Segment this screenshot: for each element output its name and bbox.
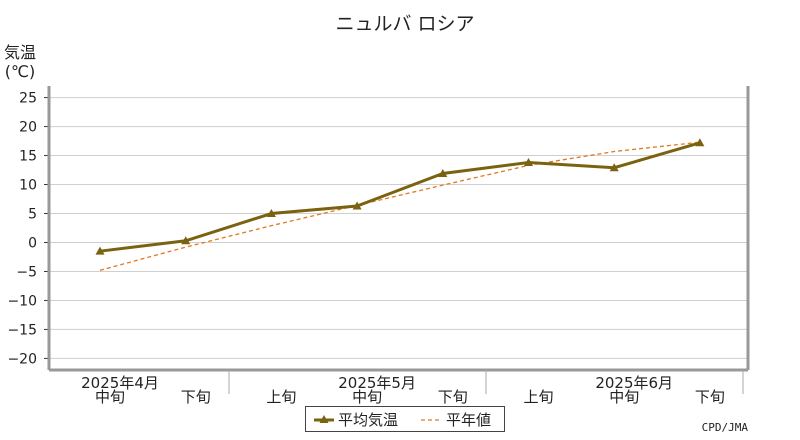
y-tick-labels: 25 20 15 10 5 0 −5 −10 −15 −20 — [7, 91, 37, 368]
y-tick-label: −10 — [7, 293, 37, 309]
y-tick-label: −20 — [7, 351, 37, 367]
x-category-label: 中旬 — [95, 388, 125, 406]
x-category-label: 下旬 — [181, 388, 211, 406]
y-tick-label: −15 — [7, 322, 37, 338]
legend-item-normal: 平年値 — [421, 411, 491, 429]
data-point-mean — [524, 158, 533, 167]
series-line-mean — [99, 141, 701, 253]
x-category-label: 下旬 — [438, 388, 468, 406]
month-label: 2025年5月 — [338, 374, 416, 392]
month-label: 2025年4月 — [81, 374, 159, 392]
y-axis-label: 気温 — [4, 43, 36, 62]
legend-item-mean: 平均気温 — [314, 411, 398, 429]
x-category-label: 中旬 — [609, 388, 639, 406]
month-label: 2025年6月 — [595, 374, 673, 392]
y-tick-label: 5 — [28, 207, 37, 223]
data-point-mean — [352, 201, 362, 210]
data-point-mean — [266, 209, 276, 218]
x-category-label: 中旬 — [352, 388, 382, 406]
data-point-mean — [438, 169, 448, 178]
y-tick-label: 15 — [19, 149, 37, 165]
series-line-normal — [99, 141, 700, 271]
x-category-label: 下旬 — [695, 388, 725, 406]
y-tick-label: 25 — [19, 91, 37, 107]
legend-label-normal: 平年値 — [446, 411, 491, 429]
y-tick-label: 0 — [28, 235, 37, 251]
source-credit: CPD/JMA — [702, 421, 749, 434]
y-axis-unit: (℃) — [5, 62, 35, 81]
data-point-mean — [609, 163, 619, 172]
x-category-label: 上旬 — [523, 388, 553, 406]
legend: 平均気温 平年値 — [305, 406, 505, 432]
y-tick-label: 10 — [19, 178, 37, 194]
legend-label-mean: 平均気温 — [338, 411, 398, 429]
grid-lines — [44, 97, 748, 359]
plot-frame — [47, 86, 750, 394]
chart-title: ニュルバ ロシア — [335, 13, 474, 35]
data-point-mean — [95, 246, 105, 255]
x-category-label: 上旬 — [266, 388, 296, 406]
x-category-labels: 中旬 下旬 上旬 中旬 下旬 上旬 中旬 下旬 2025年4月 2025年5月 2025年6月 — [81, 374, 725, 406]
data-point-mean — [181, 236, 191, 245]
series-lines — [95, 138, 705, 271]
data-point-mean — [695, 138, 705, 147]
y-tick-label: −5 — [16, 264, 37, 280]
y-tick-label: 20 — [19, 120, 37, 136]
